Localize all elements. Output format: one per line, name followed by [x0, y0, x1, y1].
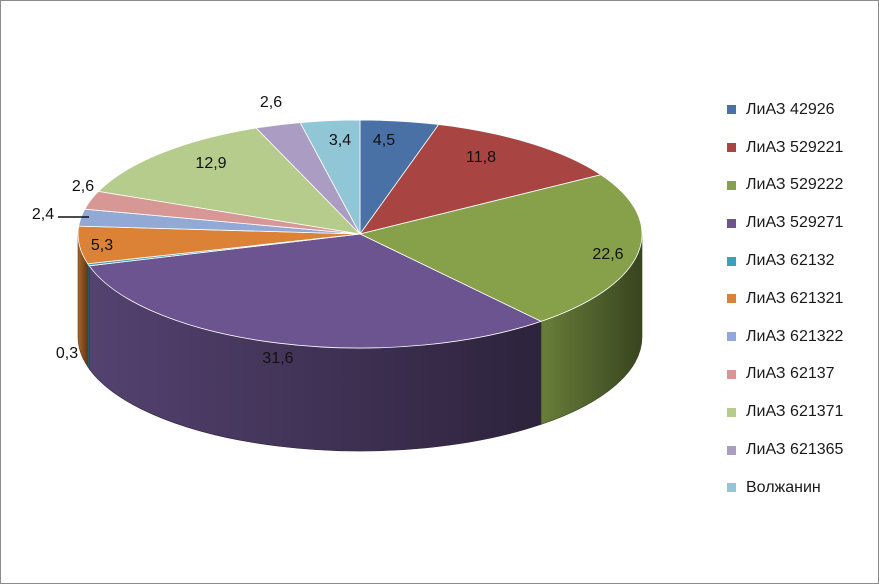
- legend-item: ЛиАЗ 621365: [727, 431, 843, 469]
- legend-item: ЛиАЗ 529222: [727, 167, 843, 205]
- data-label-7: 2,4: [32, 206, 54, 223]
- legend-item: ЛиАЗ 529221: [727, 129, 843, 167]
- pie-slice-4: [88, 233, 543, 349]
- data-label-4: 31,6: [262, 350, 293, 367]
- data-label-10: 2,6: [260, 94, 282, 111]
- data-label-11: 3,4: [329, 132, 351, 149]
- legend-swatch: [727, 105, 736, 115]
- legend-label: ЛиАЗ 529221: [746, 138, 844, 156]
- legend-item: ЛиАЗ 62132: [727, 242, 843, 280]
- pie-slice-2: [359, 124, 602, 235]
- legend-label: ЛиАЗ 621371: [746, 403, 844, 421]
- legend-label: ЛиАЗ 621321: [746, 289, 844, 307]
- legend-item: ЛиАЗ 621371: [727, 393, 843, 431]
- legend-item: ЛиАЗ 42926: [727, 91, 843, 129]
- legend-swatch: [727, 369, 736, 379]
- pie-slice-9: [97, 127, 362, 235]
- legend-swatch: [727, 143, 736, 153]
- data-label-5: 0,3: [56, 345, 78, 362]
- legend-swatch: [727, 332, 736, 342]
- chart-legend: ЛиАЗ 42926 ЛиАЗ 529221 ЛиАЗ 529222 ЛиАЗ 529…: [727, 91, 843, 507]
- legend-swatch: [727, 294, 736, 304]
- legend-swatch: [727, 256, 736, 266]
- legend-swatch: [727, 218, 736, 228]
- legend-label: ЛиАЗ 42926: [746, 100, 835, 118]
- legend-label: ЛиАЗ 62137: [746, 365, 835, 383]
- data-label-2: 11,8: [466, 149, 496, 166]
- legend-label: ЛиАЗ 621365: [746, 441, 844, 459]
- legend-item: ЛиАЗ 62137: [727, 356, 843, 394]
- legend-swatch: [727, 483, 736, 493]
- legend-swatch: [727, 180, 736, 190]
- data-label-6: 5,3: [91, 237, 113, 254]
- legend-item: ЛиАЗ 621321: [727, 280, 843, 318]
- legend-item: ЛиАЗ 529271: [727, 204, 843, 242]
- legend-label: Волжанин: [746, 478, 821, 496]
- pie-slice-11: [299, 119, 361, 235]
- data-label-9: 12,9: [195, 155, 226, 172]
- pie-slice-3: [358, 174, 643, 322]
- legend-label: ЛиАЗ 621322: [746, 327, 844, 345]
- data-label-3: 22,6: [592, 246, 623, 263]
- legend-label: ЛиАЗ 62132: [746, 252, 835, 270]
- data-label-8: 2,6: [72, 178, 94, 195]
- legend-swatch: [727, 445, 736, 455]
- legend-label: ЛиАЗ 529222: [746, 176, 844, 194]
- legend-item: Волжанин: [727, 469, 843, 507]
- legend-item: ЛиАЗ 621322: [727, 318, 843, 356]
- data-label-1: 4,5: [373, 132, 395, 149]
- legend-label: ЛиАЗ 529271: [746, 214, 844, 232]
- legend-swatch: [727, 407, 736, 417]
